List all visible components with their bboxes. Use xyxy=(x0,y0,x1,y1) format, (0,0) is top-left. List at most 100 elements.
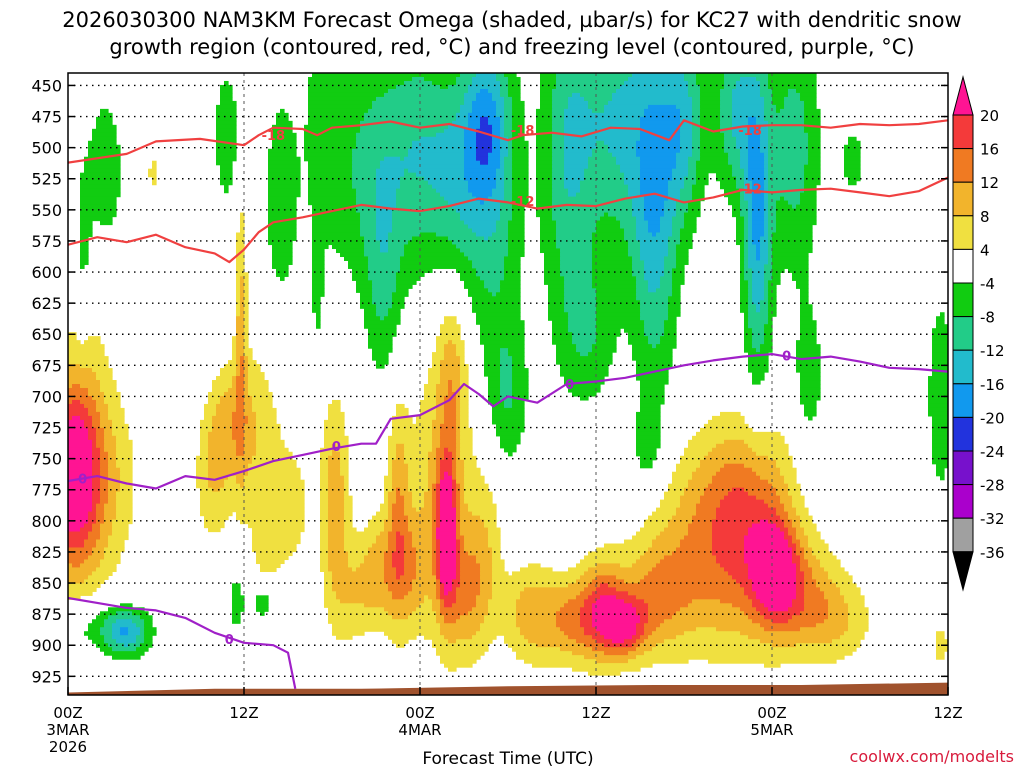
omega-cell xyxy=(388,587,413,592)
omega-cell xyxy=(440,555,457,561)
omega-cell xyxy=(456,391,461,397)
omega-cell xyxy=(748,316,769,321)
omega-cell xyxy=(488,196,505,202)
omega-cell xyxy=(456,467,465,473)
omega-cell xyxy=(452,459,457,465)
omega-cell xyxy=(552,116,565,122)
omega-cell xyxy=(460,571,481,576)
omega-cell xyxy=(152,176,157,182)
omega-cell xyxy=(100,483,109,489)
omega-cell xyxy=(436,515,441,521)
omega-cell xyxy=(268,160,301,166)
omega-cell xyxy=(220,487,305,493)
omega-cell xyxy=(440,559,457,565)
omega-cell xyxy=(116,439,133,445)
omega-cell xyxy=(236,443,245,449)
omega-cell xyxy=(536,124,553,130)
omega-cell xyxy=(624,328,645,333)
omega-cell xyxy=(440,543,457,549)
omega-cell xyxy=(500,80,509,86)
omega-cell xyxy=(436,543,441,549)
omega-cell xyxy=(756,76,769,82)
omega-cell xyxy=(512,124,525,130)
omega-cell xyxy=(312,228,361,234)
omega-cell xyxy=(796,567,801,572)
omega-cell xyxy=(308,180,353,186)
omega-cell xyxy=(116,611,133,616)
omega-cell xyxy=(500,364,513,369)
omega-cell xyxy=(432,431,441,437)
omega-cell xyxy=(68,543,85,549)
omega-cell xyxy=(96,399,105,405)
omega-cell xyxy=(828,599,845,604)
omega-cell xyxy=(328,411,345,417)
omega-cell xyxy=(396,531,401,537)
omega-cell xyxy=(768,292,777,297)
omega-cell xyxy=(80,204,117,210)
omega-cell xyxy=(608,100,693,106)
omega-cell xyxy=(388,88,469,94)
omega-cell xyxy=(244,443,257,449)
omega-cell xyxy=(404,499,413,505)
omega-cell xyxy=(236,332,245,337)
omega-cell xyxy=(844,172,861,178)
omega-cell xyxy=(716,559,745,565)
omega-cell xyxy=(508,88,521,94)
omega-cell xyxy=(680,539,713,545)
omega-cell xyxy=(744,272,753,277)
y-tick-label: 850 xyxy=(31,574,62,593)
omega-cell xyxy=(244,387,249,393)
omega-cell xyxy=(460,356,465,361)
omega-cell xyxy=(760,148,769,154)
omega-cell xyxy=(312,280,325,285)
omega-cell xyxy=(248,391,273,397)
omega-cell xyxy=(768,196,781,202)
omega-cell xyxy=(500,92,509,98)
omega-cell xyxy=(672,284,681,289)
omega-cell xyxy=(504,272,521,277)
omega-cell xyxy=(664,204,677,210)
omega-cell xyxy=(452,467,457,473)
omega-cell xyxy=(768,156,809,162)
omega-cell xyxy=(92,487,101,493)
omega-cell xyxy=(644,260,665,265)
colorbar-segment xyxy=(952,114,974,150)
omega-cell xyxy=(344,491,349,497)
omega-cell xyxy=(800,387,821,393)
omega-cell xyxy=(68,344,105,349)
omega-cell xyxy=(692,152,701,158)
omega-cell xyxy=(236,252,245,258)
omega-cell xyxy=(760,639,833,644)
chart-title: 2026030300 NAM3KM Forecast Omega (shaded… xyxy=(62,8,961,32)
omega-cell xyxy=(456,403,461,409)
omega-cell xyxy=(368,108,461,114)
omega-cell xyxy=(684,216,697,222)
omega-cell xyxy=(596,292,637,297)
omega-cell xyxy=(736,180,745,186)
contour-label: -12 xyxy=(511,195,535,210)
omega-cell xyxy=(692,108,701,114)
omega-cell xyxy=(456,587,481,592)
omega-cell xyxy=(680,495,701,501)
omega-cell xyxy=(688,527,713,533)
omega-cell xyxy=(272,252,293,258)
omega-cell xyxy=(768,312,777,317)
omega-cell xyxy=(96,507,105,513)
omega-cell xyxy=(500,384,513,389)
omega-cell xyxy=(692,124,701,130)
omega-cell xyxy=(660,559,717,565)
omega-cell xyxy=(412,611,437,616)
omega-cell xyxy=(804,403,817,409)
omega-cell xyxy=(684,212,701,218)
omega-cell xyxy=(680,607,741,612)
omega-cell xyxy=(308,176,353,182)
omega-cell xyxy=(464,543,489,549)
omega-cell xyxy=(256,447,289,453)
omega-cell xyxy=(640,312,669,317)
omega-cell xyxy=(432,567,437,572)
omega-cell xyxy=(748,368,769,373)
omega-cell xyxy=(68,479,93,485)
omega-cell xyxy=(768,308,777,313)
omega-cell xyxy=(100,447,105,453)
omega-cell xyxy=(748,252,757,258)
